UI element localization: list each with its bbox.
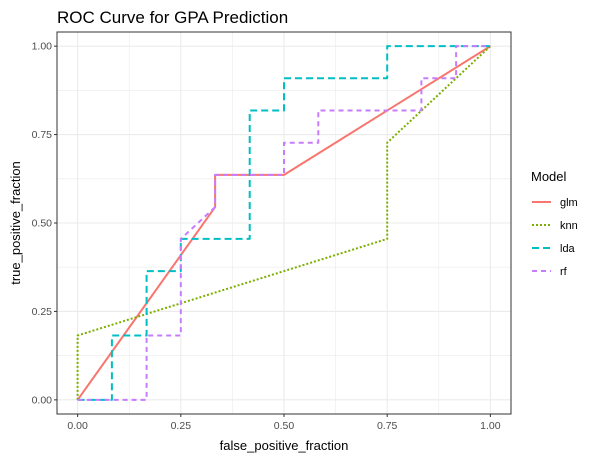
legend-label-lda: lda — [560, 243, 576, 255]
y-tick-label: 0.75 — [32, 129, 53, 141]
y-tick-label: 1.00 — [32, 41, 53, 53]
x-tick-label: 1.00 — [480, 420, 501, 432]
axis-ticks: 0.00 0.25 0.50 0.75 1.00 0.00 0.25 0.50 0.75 1.00 — [32, 41, 501, 432]
x-tick-label: 0.00 — [67, 420, 88, 432]
legend: Model glm knn lda rf — [531, 169, 578, 278]
y-tick-label: 0.50 — [32, 218, 53, 230]
legend-label-rf: rf — [560, 266, 568, 278]
x-tick-label: 0.25 — [171, 420, 192, 432]
y-tick-label: 0.25 — [32, 306, 53, 318]
legend-title: Model — [531, 169, 567, 184]
y-axis-title: true_positive_fraction — [8, 161, 23, 285]
x-tick-label: 0.75 — [377, 420, 398, 432]
legend-label-knn: knn — [560, 220, 578, 232]
series-layer — [76, 45, 492, 401]
y-tick-label: 0.00 — [32, 394, 53, 406]
x-axis-title: false_positive_fraction — [220, 438, 349, 453]
legend-label-glm: glm — [560, 197, 578, 209]
chart-title: ROC Curve for GPA Prediction — [57, 8, 288, 27]
series-line-lda — [77, 45, 491, 401]
x-tick-label: 0.50 — [274, 420, 295, 432]
